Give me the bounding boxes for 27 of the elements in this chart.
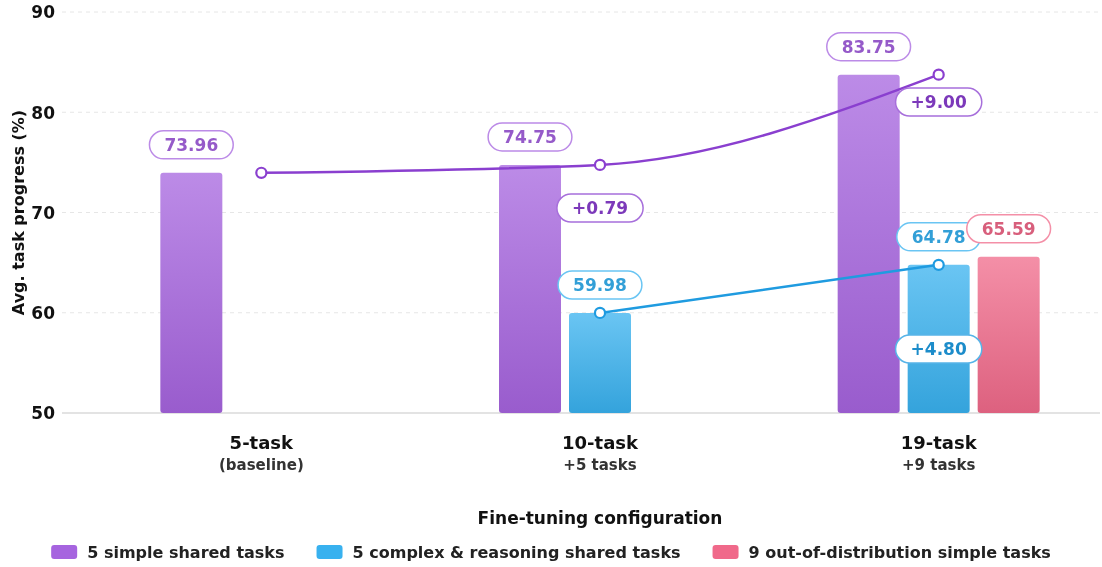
y-tick-label: 60 bbox=[31, 303, 56, 324]
point bbox=[255, 166, 268, 179]
data-label: 74.75 bbox=[503, 126, 557, 147]
data-label: 59.98 bbox=[573, 274, 627, 295]
point bbox=[932, 258, 945, 271]
annotation: +4.80 bbox=[910, 338, 967, 359]
data-label: 65.59 bbox=[981, 218, 1036, 239]
x-tick-label: 10-task +5 tasks bbox=[562, 432, 639, 474]
legend-label: 9 out-of-distribution simple tasks bbox=[748, 542, 1051, 562]
point bbox=[593, 306, 607, 320]
y-tick-label: 80 bbox=[31, 102, 56, 123]
data-label: 73.96 bbox=[164, 134, 219, 155]
data-label: 83.75 bbox=[841, 36, 896, 57]
legend-label: 5 simple shared tasks bbox=[87, 542, 285, 562]
annotation: +9.00 bbox=[910, 91, 967, 112]
data-label: 64.78 bbox=[911, 226, 966, 247]
point bbox=[932, 68, 945, 81]
x-tick-label: 19-task +9 tasks bbox=[900, 432, 978, 474]
y-axis-title: Avg. task progress (%) bbox=[9, 109, 28, 316]
point bbox=[593, 158, 607, 172]
y-tick-label: 50 bbox=[31, 403, 56, 424]
y-tick-label: 70 bbox=[31, 202, 56, 223]
annotation: +0.79 bbox=[571, 197, 629, 218]
x-axis-title: Fine-tuning configuration bbox=[477, 508, 723, 528]
y-tick-label: 90 bbox=[31, 2, 56, 23]
x-tick-label: 5-task (baseline) bbox=[218, 432, 304, 474]
legend-label: 5 complex & reasoning shared tasks bbox=[352, 542, 681, 562]
